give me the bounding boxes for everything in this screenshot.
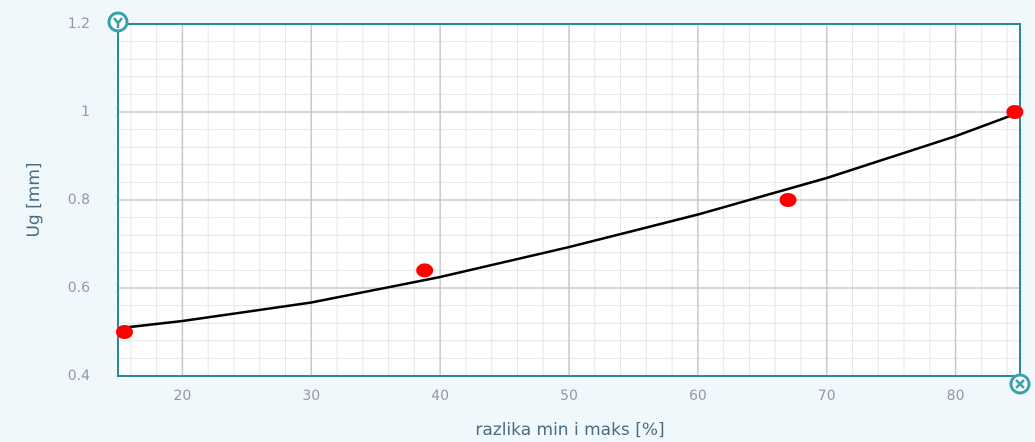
y-tick-label: 0.8 bbox=[68, 192, 90, 208]
x-tick-label: 40 bbox=[431, 388, 449, 404]
y-tick-label: 0.4 bbox=[68, 368, 90, 384]
point bbox=[1006, 105, 1024, 119]
y-axis-icon-glyph bbox=[113, 17, 123, 28]
x-axis-label: razlika min i maks [%] bbox=[475, 420, 664, 440]
x-axis-icon-glyph bbox=[1015, 379, 1025, 389]
x-tick-label: 20 bbox=[174, 388, 192, 404]
x-tick-label: 30 bbox=[302, 388, 320, 404]
x-tick-label: 80 bbox=[947, 388, 965, 404]
point bbox=[115, 325, 133, 339]
plot-border bbox=[117, 23, 1021, 377]
x-tick-label: 70 bbox=[818, 388, 836, 404]
y-tick-label: 0.6 bbox=[68, 280, 90, 296]
x-tick-label: 50 bbox=[560, 388, 578, 404]
y-tick-label: 1 bbox=[81, 104, 90, 120]
y-axis-label: Ug [mm] bbox=[24, 162, 44, 237]
x-tick-label: 60 bbox=[689, 388, 707, 404]
point bbox=[779, 193, 797, 207]
point bbox=[416, 263, 434, 278]
trend-line bbox=[124, 113, 1016, 329]
y-tick-label: 1.2 bbox=[68, 16, 90, 32]
